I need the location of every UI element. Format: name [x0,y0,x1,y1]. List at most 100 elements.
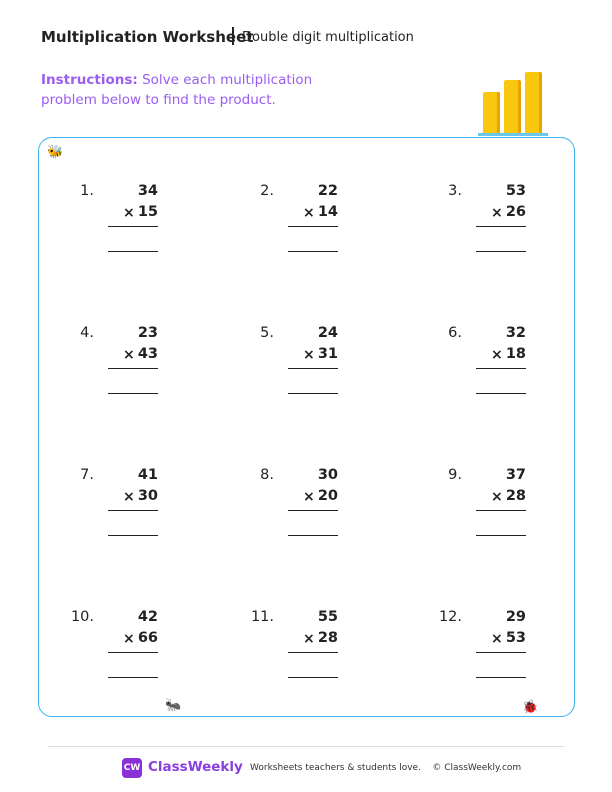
answer-line[interactable] [476,251,526,252]
product-rule [108,226,158,227]
page-title: Multiplication Worksheet [41,28,254,46]
footer-tagline: Worksheets teachers & students love. © C… [250,763,522,773]
product-rule [476,226,526,227]
problems-box [38,137,575,717]
instructions: Instructions: Solve each multiplication … [41,70,361,110]
answer-line[interactable] [476,677,526,678]
multiply-sign: × [303,205,315,221]
answer-line[interactable] [288,535,338,536]
multiplier: 53 [505,630,526,646]
multiply-sign: × [491,631,503,647]
multiply-sign: × [491,347,503,363]
multiplicand: 53 [505,183,526,199]
multiplicand: 41 [137,467,158,483]
instructions-label: Instructions: [41,72,138,88]
multiplicand: 34 [137,183,158,199]
problem-number: 6. [448,325,462,341]
multiplier: 43 [137,346,158,362]
problem-5: 5. 24 × 31 [258,325,438,425]
product-rule [288,510,338,511]
problem-9: 9. 37 × 28 [446,467,612,567]
multiplicand: 29 [505,609,526,625]
multiplicand: 55 [317,609,338,625]
answer-line[interactable] [108,251,158,252]
problem-number: 4. [80,325,94,341]
answer-line[interactable] [288,677,338,678]
page-subtitle: Double digit multiplication [242,30,414,45]
multiplicand: 42 [137,609,158,625]
multiplier: 66 [137,630,158,646]
problem-3: 3. 53 × 26 [446,183,612,283]
problem-1: 1. 34 × 15 [78,183,258,283]
product-rule [108,368,158,369]
bee-icon: 🐝 [47,145,64,160]
ant-icon: 🐜 [165,698,182,713]
product-rule [476,368,526,369]
multiplicand: 23 [137,325,158,341]
problem-8: 8. 30 × 20 [258,467,438,567]
classweekly-logo: CW [122,758,142,778]
product-rule [108,652,158,653]
problem-11: 11. 55 × 28 [251,609,438,709]
answer-line[interactable] [108,393,158,394]
answer-line[interactable] [476,393,526,394]
answer-line[interactable] [476,535,526,536]
title-divider [232,27,234,45]
brand-name: ClassWeekly [148,759,243,775]
multiplier: 15 [137,204,158,220]
problem-number: 8. [260,467,274,483]
product-rule [288,652,338,653]
multiply-sign: × [123,631,135,647]
product-rule [476,652,526,653]
problem-number: 7. [80,467,94,483]
problem-number: 5. [260,325,274,341]
multiplicand: 24 [317,325,338,341]
problem-number: 10. [70,609,94,625]
problem-number: 2. [260,183,274,199]
product-rule [288,368,338,369]
multiplicand: 22 [317,183,338,199]
answer-line[interactable] [108,677,158,678]
problem-number: 12. [438,609,462,625]
product-rule [288,226,338,227]
multiplier: 20 [317,488,338,504]
instructions-text: Solve each multiplication problem below … [41,72,313,108]
product-rule [476,510,526,511]
multiply-sign: × [303,631,315,647]
multiplicand: 32 [505,325,526,341]
multiply-sign: × [303,489,315,505]
multiply-sign: × [491,489,503,505]
product-rule [108,510,158,511]
multiplier: 18 [505,346,526,362]
problem-7: 7. 41 × 30 [78,467,258,567]
multiplier: 14 [317,204,338,220]
problem-6: 6. 32 × 18 [446,325,612,425]
multiplier: 28 [317,630,338,646]
multiplier: 26 [505,204,526,220]
problem-12: 12. 29 × 53 [439,609,612,709]
problem-number: 3. [448,183,462,199]
answer-line[interactable] [288,393,338,394]
problem-number: 1. [80,183,94,199]
bar-chart-illustration [478,70,550,138]
bug-icon: 🐞 [522,700,539,715]
multiply-sign: × [123,347,135,363]
problem-number: 11. [250,609,274,625]
footer-divider [48,746,564,747]
multiplier: 30 [137,488,158,504]
multiplier: 31 [317,346,338,362]
problem-2: 2. 22 × 14 [258,183,438,283]
answer-line[interactable] [108,535,158,536]
problem-10: 10. 42 × 66 [71,609,258,709]
multiplicand: 30 [317,467,338,483]
problem-4: 4. 23 × 43 [78,325,258,425]
answer-line[interactable] [288,251,338,252]
problem-number: 9. [448,467,462,483]
multiply-sign: × [123,205,135,221]
multiplicand: 37 [505,467,526,483]
multiplier: 28 [505,488,526,504]
multiply-sign: × [123,489,135,505]
multiply-sign: × [491,205,503,221]
multiply-sign: × [303,347,315,363]
